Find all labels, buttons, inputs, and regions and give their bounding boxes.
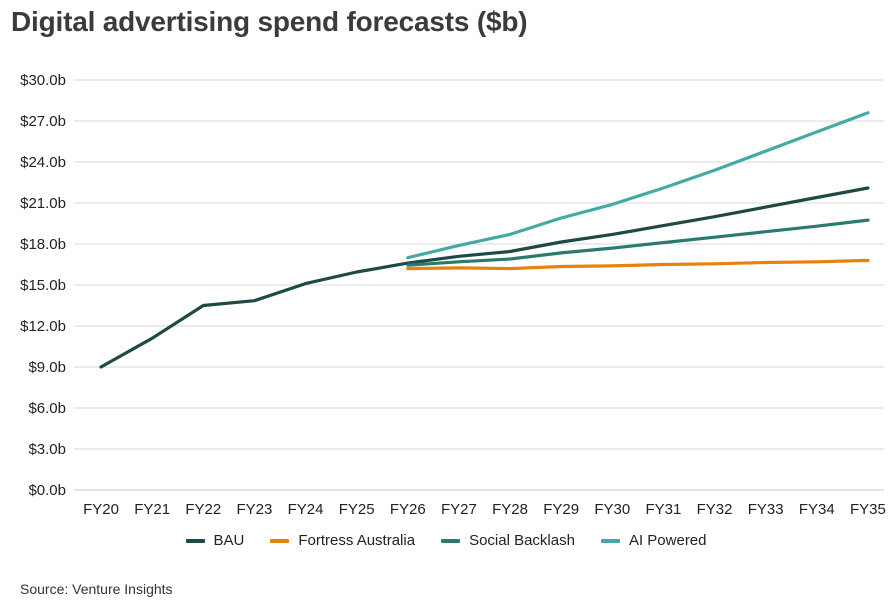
legend-label: BAU [213, 532, 245, 549]
legend-label: AI Powered [628, 532, 707, 549]
x-tick-label: FY31 [646, 501, 682, 518]
y-tick-label: $24.0b [20, 154, 66, 171]
y-axis-ticks: $0.0b $3.0b $6.0b $9.0b $12.0b $15.0b $18.0b $2… [20, 72, 66, 499]
gridlines [74, 79, 884, 491]
x-tick-label: FY30 [594, 501, 630, 518]
x-tick-label: FY21 [134, 501, 170, 518]
x-tick-label: FY28 [492, 501, 528, 518]
legend-label: Fortress Australia [298, 532, 416, 549]
x-tick-label: FY22 [185, 501, 221, 518]
x-tick-label: FY23 [236, 501, 272, 518]
legend-label: Social Backlash [469, 532, 575, 549]
y-tick-label: $27.0b [20, 113, 66, 130]
y-tick-label: $18.0b [20, 236, 66, 253]
legend: BAU Fortress Australia Social Backlash AI P… [0, 532, 892, 549]
series-line-fortress-australia [406, 258, 870, 271]
x-tick-label: FY32 [697, 501, 733, 518]
y-tick-label: $0.0b [28, 482, 66, 499]
x-tick-label: FY34 [799, 501, 835, 518]
series-line-ai-powered [406, 111, 870, 260]
legend-swatch [185, 538, 205, 543]
x-tick-label: FY24 [288, 501, 324, 518]
legend-item-fortress-australia: Fortress Australia [270, 532, 415, 549]
legend-item-social-backlash: Social Backlash [441, 532, 575, 549]
legend-swatch [441, 538, 461, 543]
y-tick-label: $12.0b [20, 318, 66, 335]
y-tick-label: $30.0b [20, 72, 66, 89]
y-tick-label: $9.0b [28, 359, 66, 376]
series-lines [99, 111, 870, 369]
x-tick-label: FY27 [441, 501, 477, 518]
x-tick-label: FY25 [339, 501, 375, 518]
legend-item-bau: BAU [185, 532, 245, 549]
source-note: Source: Venture Insights [20, 581, 173, 597]
x-tick-label: FY33 [748, 501, 784, 518]
y-tick-label: $3.0b [28, 441, 66, 458]
x-tick-label: FY29 [543, 501, 579, 518]
y-tick-label: $15.0b [20, 277, 66, 294]
legend-swatch [600, 538, 620, 543]
series-line-social-backlash [406, 218, 870, 267]
series-line-bau [99, 186, 870, 369]
legend-item-ai-powered: AI Powered [600, 532, 707, 549]
y-tick-label: $6.0b [28, 400, 66, 417]
x-axis-ticks: FY20 FY21 FY22 FY23 FY24 FY25 FY26 FY27 FY28 FY29… [83, 501, 886, 518]
x-tick-label: FY26 [390, 501, 426, 518]
x-tick-label: FY35 [850, 501, 886, 518]
y-tick-label: $21.0b [20, 195, 66, 212]
x-tick-label: FY20 [83, 501, 119, 518]
chart-title: Digital advertising spend forecasts ($b) [11, 6, 528, 37]
legend-swatch [270, 538, 290, 543]
